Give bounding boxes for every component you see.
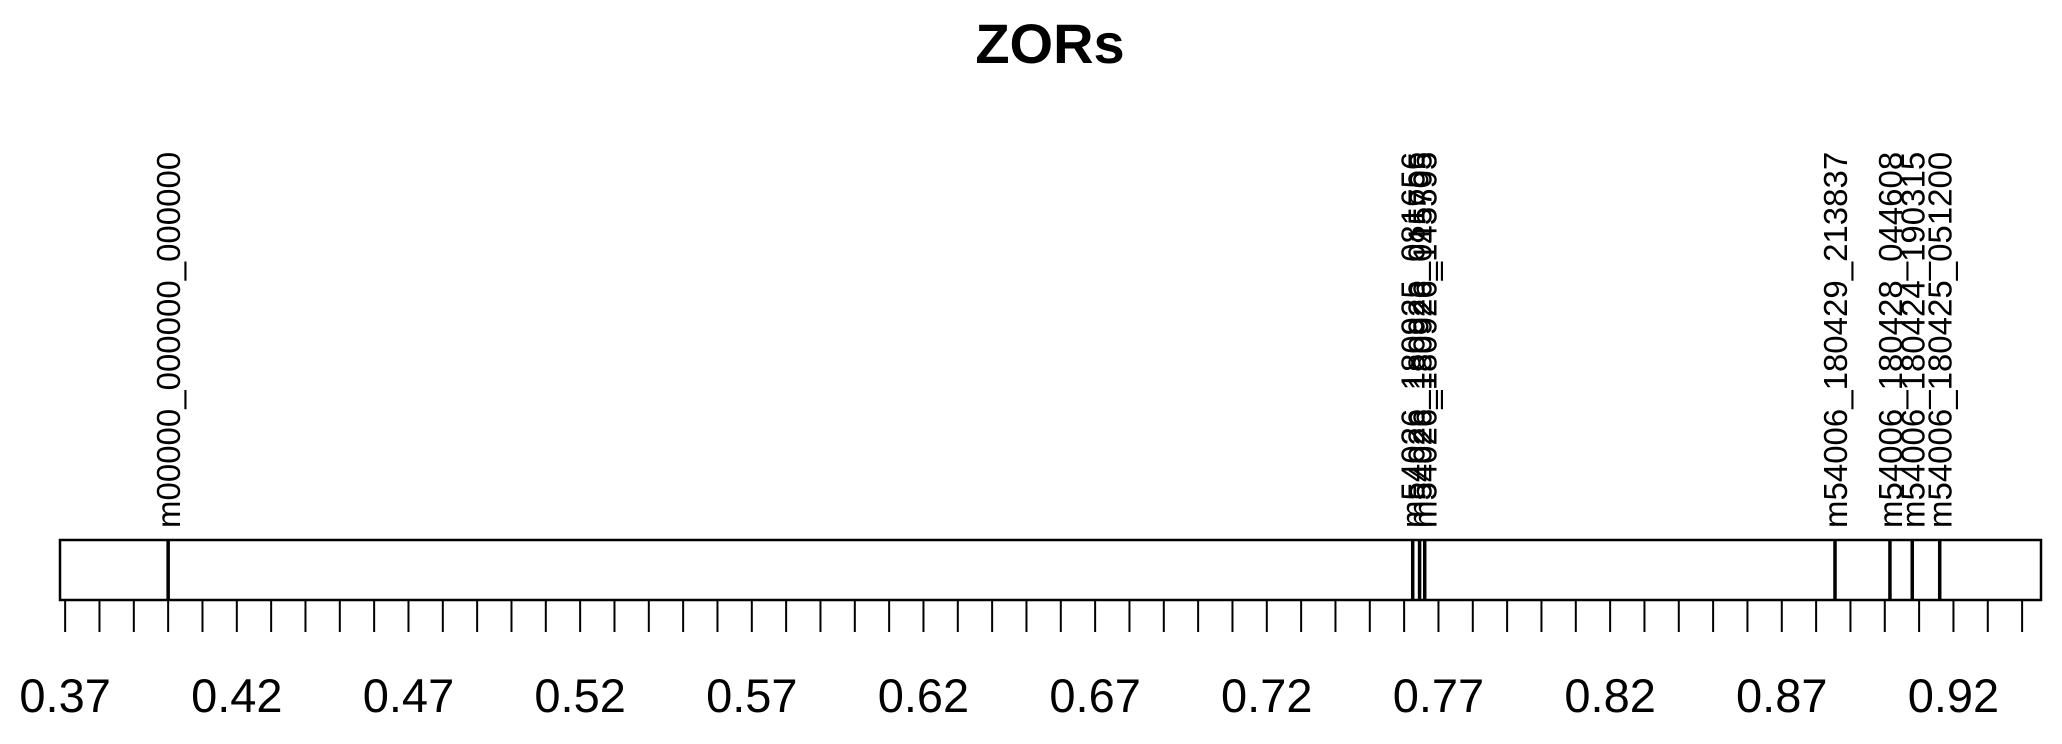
marker-label: m54026_180925_081656 — [1395, 152, 1432, 528]
x-tick-label: 0.72 — [1221, 669, 1312, 722]
x-tick-label: 0.82 — [1564, 669, 1655, 722]
marker-label: m00000_000000_000000 — [150, 152, 187, 528]
x-tick-label: 0.42 — [191, 669, 282, 722]
marker-label: m54006_180425_051200 — [1922, 152, 1959, 528]
chart-title: ZORs — [975, 12, 1124, 75]
x-tick-label: 0.92 — [1908, 669, 1999, 722]
x-tick-label: 0.52 — [534, 669, 625, 722]
x-axis-tick-labels: 0.37 0.42 0.47 0.52 0.57 0.62 0.67 0.72 0.77 0.82… — [19, 669, 1999, 722]
x-tick-label: 0.47 — [363, 669, 454, 722]
marker-layer: m00000_000000_000000 m54026_180925_081656… — [150, 152, 1959, 600]
marker-label: m54026_180926_015705 — [1402, 152, 1439, 528]
marker-label: m54006_180429_213837 — [1817, 152, 1854, 528]
marker-label: m54026_180926_145595 — [1407, 152, 1444, 528]
x-tick-label: 0.77 — [1393, 669, 1484, 722]
x-tick-label: 0.62 — [878, 669, 969, 722]
x-tick-label: 0.37 — [19, 669, 110, 722]
x-tick-label: 0.87 — [1736, 669, 1827, 722]
x-tick-label: 0.57 — [706, 669, 797, 722]
x-axis-ticks — [64, 600, 2024, 632]
marker-label: m54006_180424_190315 — [1894, 152, 1931, 528]
plot-frame — [58, 538, 2043, 602]
marker-label: m54006_180428_044608 — [1872, 152, 1909, 528]
x-tick-label: 0.67 — [1049, 669, 1140, 722]
